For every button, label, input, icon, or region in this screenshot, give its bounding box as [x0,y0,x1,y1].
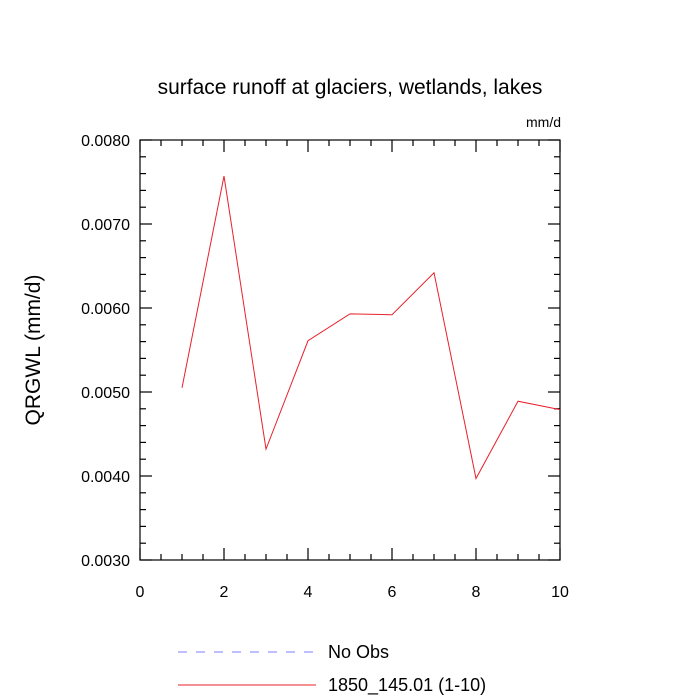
chart-title: surface runoff at glaciers, wetlands, la… [158,76,543,99]
x-tick-label: 8 [472,584,481,601]
x-tick-label: 0 [136,584,145,601]
y-tick-label: 0.0080 [81,133,130,150]
y-axis-label: QRGWL (mm/d) [22,275,45,426]
x-tick-label: 2 [220,584,229,601]
x-tick-label: 4 [304,584,313,601]
legend-label: No Obs [328,642,389,662]
plot-frame [139,139,561,561]
x-tick-label: 6 [388,584,397,601]
y-tick-label: 0.0050 [81,385,130,402]
legend-label: 1850_145.01 (1-10) [328,675,486,696]
series-group [181,176,561,480]
legend: No Obs 1850_145.01 (1-10) [178,642,486,696]
y-tick-label: 0.0040 [81,469,130,486]
y-tick-label: 0.0060 [81,301,130,318]
units-label: mm/d [526,114,561,130]
y-tick-label: 0.0070 [81,217,130,234]
y-tick-label: 0.0030 [81,553,130,570]
tick-labels: 0 2 4 6 8 10 0.0030 0.0040 0.0050 0.0060 0.0070 0.0… [81,133,569,601]
series-line [181,176,561,480]
x-tick-label: 10 [551,584,569,601]
axis-ticks [139,139,561,561]
